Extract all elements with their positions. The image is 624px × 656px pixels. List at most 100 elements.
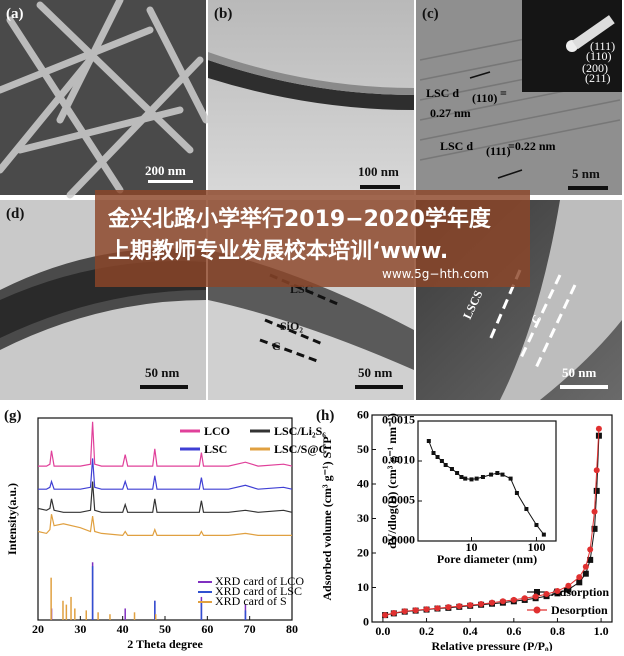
x-tick-label: 0.6 (506, 624, 521, 638)
saed-index: (111) (590, 39, 615, 53)
layer-label: C (272, 339, 281, 353)
legend-label: XRD card of S (215, 594, 287, 608)
data-point (478, 601, 485, 608)
y-tick-label: 10 (357, 580, 369, 594)
panel-label: (g) (4, 408, 22, 424)
panel-label: (a) (6, 6, 24, 22)
watermark-banner: 金兴北路小学举行2019−2020学年度 上期教师专业发展校本培训‘www. w… (95, 190, 530, 287)
x-tick-label: 0.4 (463, 624, 478, 638)
data-point (508, 476, 513, 481)
saed-index: (211) (585, 71, 611, 85)
x-tick-label: 60 (201, 622, 213, 636)
scale-bar-label: 200 nm (145, 163, 186, 178)
data-point (593, 467, 600, 474)
x-axis-label: 2 Theta degree (127, 637, 203, 651)
data-point (489, 599, 495, 606)
y-axis-label: dV/dlog(D) (cm³ g⁻¹ nm⁻¹) (385, 413, 399, 549)
scale-bar-label: 50 nm (145, 365, 179, 380)
legend-label: LSC/Li₂S₆ (274, 424, 326, 438)
data-point (435, 455, 440, 459)
x-axis-label: Relative pressure (P/P₀) (431, 639, 552, 651)
data-point (595, 425, 602, 432)
data-point (463, 476, 468, 481)
legend-label: Adsorption (551, 585, 609, 599)
x-tick-label: 0.2 (419, 624, 434, 638)
data-point (591, 525, 598, 532)
data-point (554, 587, 561, 594)
annotation: (111) (486, 144, 511, 158)
data-point (576, 579, 583, 586)
data-point (524, 507, 529, 511)
spectrum-line (38, 458, 293, 490)
y-tick-label: 30 (357, 511, 369, 525)
y-tick-label: 60 (357, 408, 369, 422)
spectrum-line (37, 481, 293, 513)
data-point (582, 563, 589, 570)
y-tick-label: 50 (357, 442, 369, 456)
data-point (587, 546, 594, 553)
x-tick-label: 80 (286, 622, 298, 636)
panel-a: (a) 200 nm (0, 0, 210, 199)
data-point (443, 463, 448, 467)
annotation: = (500, 86, 507, 100)
y-axis-label: Adsorbed volume (cm³ g⁻¹) STP (320, 436, 334, 600)
x-tick-label: 0.8 (550, 624, 565, 638)
data-point (434, 605, 441, 612)
data-point (565, 582, 572, 589)
banner-url: www.5g−hth.com (382, 267, 489, 281)
data-point (576, 574, 583, 581)
x-tick-label: 30 (74, 622, 86, 636)
data-point (431, 451, 436, 455)
legend-marker (534, 589, 540, 595)
annotation: (110) (472, 91, 497, 105)
panel-b: (b) 100 nm (208, 0, 414, 195)
panel-label: (b) (214, 6, 232, 22)
scale-bar-label: 50 nm (562, 365, 596, 380)
legend-label: Desorption (551, 603, 608, 617)
y-tick-label: 20 (357, 546, 369, 560)
data-point (401, 608, 408, 615)
data-point (582, 570, 589, 577)
x-tick-label: 50 (159, 622, 171, 636)
annotation: LSC d (426, 86, 459, 100)
data-point (532, 593, 539, 600)
scale-bar-label: 50 nm (358, 365, 392, 380)
x-axis-label: Pore diameter (nm) (437, 552, 537, 566)
scale-bar-label: 5 nm (572, 166, 600, 181)
annotation: =0.22 nm (508, 139, 556, 153)
x-tick-label: 40 (117, 622, 129, 636)
data-point (514, 491, 519, 495)
data-point (521, 595, 528, 602)
data-point (474, 476, 479, 481)
data-point (469, 477, 474, 482)
data-point (390, 610, 397, 617)
data-point (449, 467, 454, 471)
legend-label: LCO (204, 424, 230, 438)
data-point (591, 508, 598, 515)
data-point (593, 487, 600, 494)
y-tick-label: 0.0000 (382, 533, 415, 547)
y-axis-label: Intensity(a.u.) (5, 483, 19, 555)
data-point (423, 606, 430, 613)
legend-marker (533, 606, 541, 614)
panel-label: (c) (422, 6, 439, 22)
data-point (499, 598, 506, 605)
x-tick-label: 0.0 (375, 624, 390, 638)
annotation: LSC d (440, 139, 473, 153)
scale-bar-label: 100 nm (358, 164, 399, 179)
data-point (459, 475, 464, 479)
panel-c: (111) (110) (200) (211) (c) LSC d (110) … (416, 0, 622, 195)
data-point (445, 604, 452, 611)
data-point (534, 523, 539, 527)
x-tick-label: 20 (32, 622, 44, 636)
legend-label: LSC/S@C (274, 442, 327, 456)
y-tick-label: 0.0005 (382, 493, 415, 507)
data-point (541, 532, 546, 537)
layer-label: SiO₂ (280, 319, 303, 333)
x-tick-label: 70 (244, 622, 256, 636)
y-tick-label: 0.0010 (382, 453, 415, 467)
spectrum-line (38, 421, 293, 467)
data-point (489, 472, 494, 477)
data-point (565, 586, 572, 593)
